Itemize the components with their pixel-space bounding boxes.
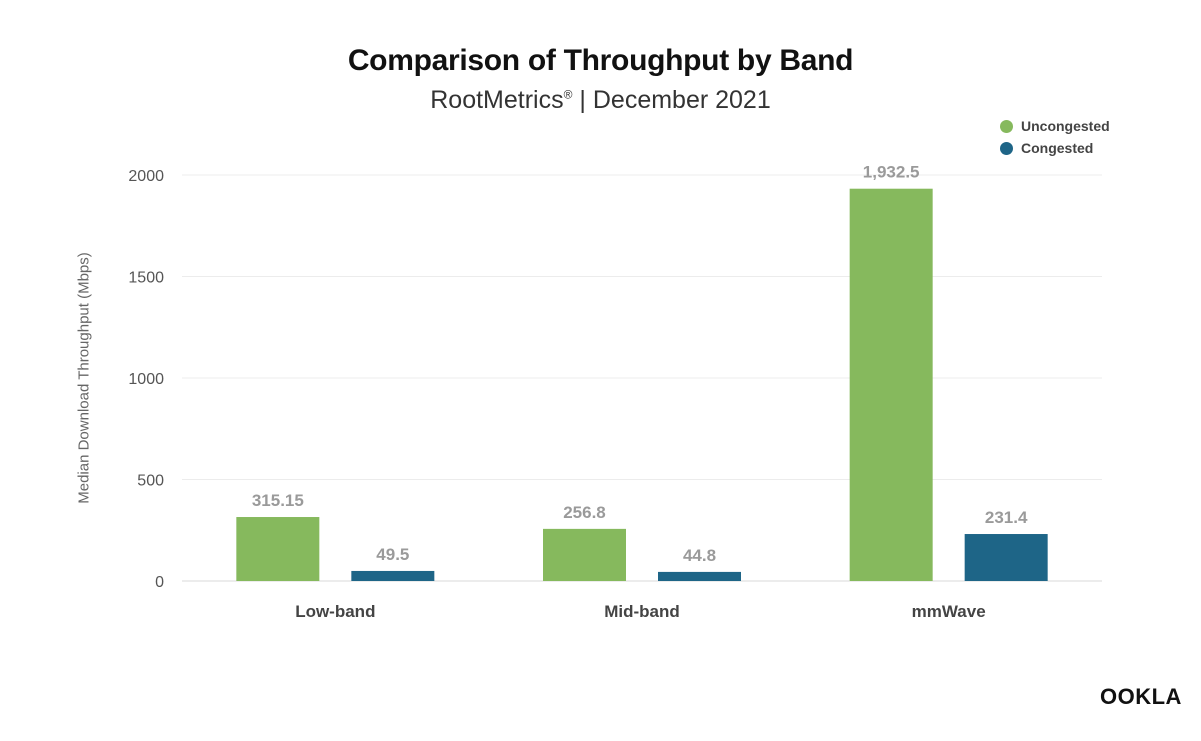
- legend-item-congested: Congested: [1000, 137, 1110, 159]
- registered-mark: ®: [563, 87, 573, 102]
- data-label-uncongested-mmwave: 1,932.5: [863, 163, 920, 182]
- data-label-congested-low-band: 49.5: [376, 545, 409, 564]
- chart-subtitle: RootMetrics® | December 2021: [0, 86, 1201, 115]
- y-tick-label-0: 0: [155, 574, 164, 591]
- ookla-logo: OOKLA: [1100, 684, 1182, 709]
- legend-label-uncongested: Uncongested: [1021, 118, 1110, 134]
- data-label-congested-mid-band: 44.8: [683, 546, 716, 565]
- legend: Uncongested Congested: [1000, 115, 1110, 159]
- y-tick-label-1500: 1500: [128, 270, 164, 287]
- bar-uncongested-mmwave: [849, 188, 933, 581]
- legend-label-congested: Congested: [1021, 140, 1094, 156]
- bar-congested-mid-band: [658, 571, 741, 581]
- x-tick-label-low-band: Low-band: [295, 602, 375, 621]
- subtitle-brand: RootMetrics: [430, 86, 564, 114]
- chart-title: Comparison of Throughput by Band: [347, 44, 854, 77]
- data-label-congested-mmwave: 231.4: [985, 508, 1028, 527]
- legend-item-uncongested: Uncongested: [1000, 115, 1110, 137]
- bar-congested-low-band: [351, 570, 435, 581]
- subtitle-date: | December 2021: [572, 86, 771, 114]
- bar-uncongested-low-band: [236, 517, 320, 581]
- bar-congested-mmwave: [964, 534, 1048, 581]
- legend-dot-congested: [1000, 141, 1013, 155]
- legend-dot-uncongested: [1000, 119, 1013, 133]
- bar-uncongested-mid-band: [543, 528, 626, 581]
- data-label-uncongested-low-band: 315.15: [252, 491, 304, 510]
- y-tick-label-1000: 1000: [128, 371, 164, 388]
- x-tick-label-mmwave: mmWave: [912, 602, 986, 621]
- data-label-uncongested-mid-band: 256.8: [563, 503, 606, 522]
- y-tick-label-2000: 2000: [128, 168, 164, 185]
- y-tick-label-500: 500: [137, 473, 164, 490]
- x-tick-label-mid-band: Mid-band: [604, 602, 680, 621]
